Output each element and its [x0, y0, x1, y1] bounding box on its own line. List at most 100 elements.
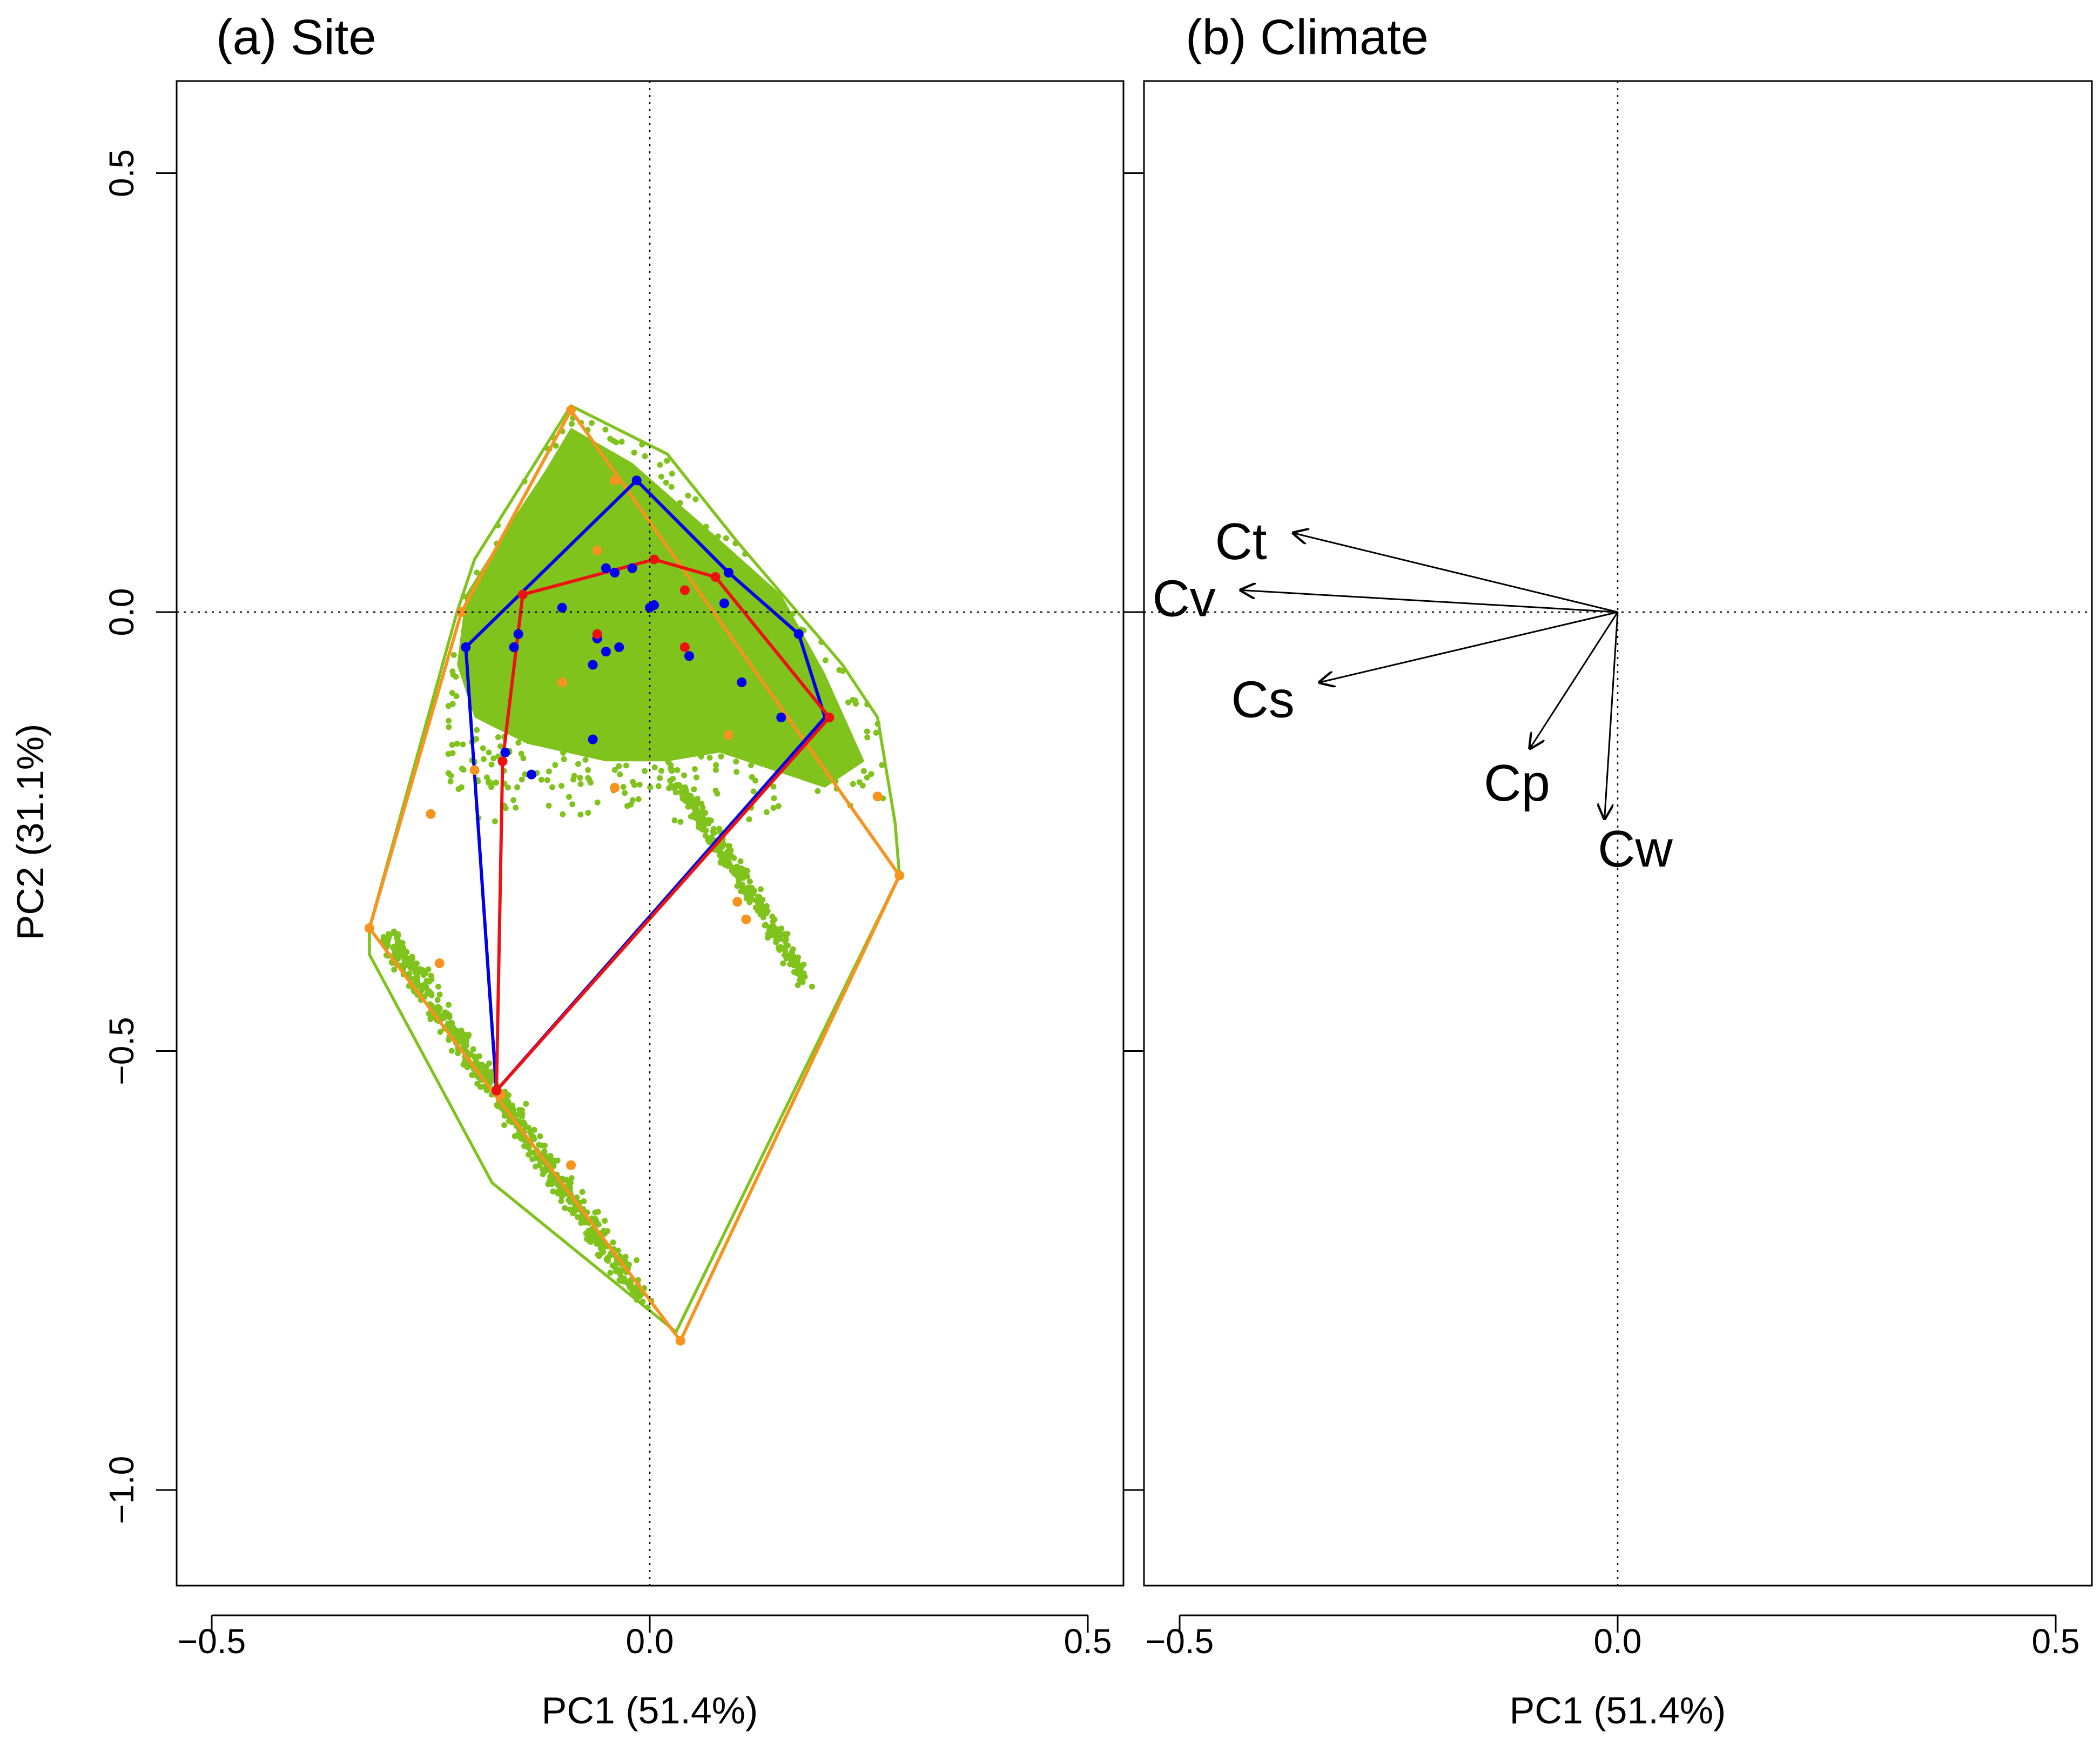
site-cloud-dot [538, 776, 544, 783]
red-point [497, 756, 508, 767]
site-cloud-dot [380, 937, 387, 943]
site-cloud-dot [674, 767, 681, 774]
site-cloud-dot [561, 756, 567, 762]
blue-point [610, 567, 620, 578]
red-point [679, 585, 690, 595]
site-cloud-dot [777, 944, 784, 950]
site-cloud-dot [752, 777, 758, 784]
site-cloud-dot [758, 904, 764, 911]
site-cloud-dot [783, 955, 790, 962]
arrow-cp [1530, 612, 1619, 748]
site-cloud-dot [622, 790, 628, 796]
site-cloud-dot [420, 972, 427, 978]
site-cloud-dot [476, 1053, 482, 1059]
site-cloud-dot [579, 1189, 585, 1195]
site-cloud-dot [602, 1218, 608, 1224]
site-cloud-dot [534, 1154, 540, 1160]
site-cloud-dot [657, 461, 663, 468]
site-cloud-dot [607, 1270, 614, 1276]
site-cloud-dot [526, 1145, 532, 1151]
site-cloud-core [457, 427, 865, 788]
site-cloud-dot [511, 1111, 517, 1117]
site-cloud-dot [635, 1288, 642, 1294]
site-cloud-dot [691, 797, 698, 804]
site-cloud-dot [657, 775, 663, 781]
site-cloud-dot [586, 777, 593, 783]
blue-point [627, 563, 637, 573]
blue-point [588, 734, 598, 744]
site-cloud-dot [667, 777, 674, 784]
arrow-label-ct: Ct [1215, 513, 1267, 571]
site-cloud-dot [688, 793, 694, 799]
x-tick-label: 0.5 [2032, 1622, 2080, 1661]
site-cloud-dot [658, 768, 664, 774]
site-cloud-dot [746, 816, 752, 823]
orange-point [566, 1160, 576, 1170]
site-cloud-dot [630, 778, 636, 785]
site-cloud-dot [868, 771, 874, 777]
site-cloud-dot [622, 1253, 629, 1260]
orange-hull-line [367, 408, 901, 1343]
site-cloud-dot [443, 1010, 450, 1017]
blue-point [614, 642, 624, 652]
site-cloud-dot [733, 868, 739, 875]
site-cloud-dot [783, 936, 789, 943]
site-cloud-dot [703, 827, 709, 834]
blue-point [601, 563, 611, 573]
site-cloud-dot [488, 761, 495, 768]
site-cloud-dot [765, 935, 771, 941]
site-cloud-dot [726, 860, 732, 866]
site-cloud-dot [691, 786, 697, 793]
site-cloud-dot [715, 533, 721, 540]
site-cloud-dot [577, 781, 584, 787]
site-cloud-dot [631, 449, 637, 456]
arrow-cw [1605, 612, 1619, 818]
site-cloud-dot [859, 782, 866, 789]
site-cloud-dot [710, 826, 717, 833]
site-cloud-dot [651, 764, 658, 770]
site-cloud-dot [669, 471, 675, 477]
site-cloud-dot [502, 805, 509, 811]
site-cloud-dot [716, 825, 723, 832]
site-cloud-dot [552, 762, 558, 768]
site-cloud-dot [514, 1132, 521, 1138]
site-cloud-dot [528, 1150, 534, 1156]
site-cloud-dot [749, 896, 755, 902]
orange-point [566, 405, 576, 415]
site-cloud-dot [485, 1072, 492, 1079]
site-cloud-dot [391, 930, 397, 936]
orange-point [557, 677, 567, 687]
site-cloud-dot [616, 763, 622, 769]
site-cloud-dot [554, 1189, 560, 1196]
site-cloud-dot [594, 1240, 600, 1247]
site-cloud-dot [549, 784, 555, 790]
panel-b-x-axis-label: PC1 (51.4%) [1510, 1689, 1726, 1731]
site-cloud-dot [487, 1077, 493, 1083]
site-cloud-dot [668, 762, 674, 768]
site-cloud-dot [513, 804, 519, 811]
site-cloud-dot [780, 960, 786, 967]
site-cloud-dot [625, 1261, 632, 1268]
site-cloud-dot [800, 975, 806, 981]
site-cloud-dot [789, 954, 796, 961]
site-cloud-dot [629, 797, 636, 803]
blue-point [649, 600, 659, 610]
site-cloud-dot [572, 1207, 578, 1214]
site-cloud-dot [718, 853, 725, 860]
site-cloud-dot [682, 797, 689, 804]
site-cloud-dot [423, 984, 429, 990]
site-cloud-dot [470, 1046, 476, 1052]
site-cloud-dot [770, 804, 777, 811]
site-cloud-dot [713, 762, 719, 768]
site-cloud-dot [770, 922, 776, 929]
site-cloud-dot [697, 809, 704, 816]
site-cloud-dot [536, 1142, 542, 1148]
site-cloud-dot [584, 1236, 590, 1242]
site-cloud-dot [636, 781, 643, 788]
site-cloud-dot [449, 742, 455, 748]
site-cloud-dot [852, 697, 858, 704]
orange-point [610, 783, 620, 793]
panel-b-axes: −0.5 0.0 0.5 [1123, 80, 2093, 1661]
site-cloud-dot [425, 966, 432, 972]
site-cloud-dot [733, 759, 739, 765]
